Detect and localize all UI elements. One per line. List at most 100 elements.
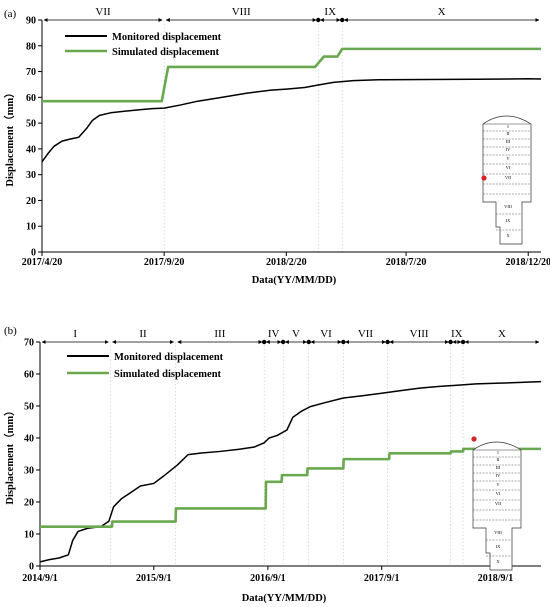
monitoring-point-marker xyxy=(481,175,487,181)
x-tick-label-b: 2017/9/1 xyxy=(364,573,400,584)
legend-label-simulated-b: Simulated displacement xyxy=(114,369,222,380)
stage-annotations-a: VII VIII IX X xyxy=(43,6,540,252)
legend-label-monitored-a: Monitored displacement xyxy=(112,32,222,43)
inset-section-label: V xyxy=(496,482,500,487)
y-tick-label-a: 80 xyxy=(26,41,36,52)
stage-boundary-dot-b xyxy=(306,339,311,345)
y-tick-label-b: 50 xyxy=(24,402,34,413)
axes-b: 0 10 20 30 40 50 60 70 2014/9/1 2015/9/1 2016/9/1 2… xyxy=(22,338,541,584)
x-tick-label-a: 2018/7/20 xyxy=(386,257,427,268)
stage-boundary-dot-b xyxy=(261,339,267,345)
inset-section-label: V xyxy=(506,156,510,161)
inset-section-label: IV xyxy=(506,147,511,152)
stage-boundary-dot-a xyxy=(339,17,345,23)
stage-label-b: X xyxy=(498,328,506,340)
inset-section-label: I xyxy=(497,450,499,455)
inset-section-label: II xyxy=(497,457,500,462)
y-tick-label-a: 60 xyxy=(26,93,36,104)
x-tick-label-b: 2015/9/1 xyxy=(136,573,172,584)
legend-b: Monitored displacement Simulated displac… xyxy=(67,352,224,380)
stage-label-a: VIII xyxy=(232,6,251,18)
series-b xyxy=(39,380,542,563)
inset-section-label: VIII xyxy=(504,204,512,209)
inset-section-label: III xyxy=(496,465,501,470)
y-tick-label-a: 30 xyxy=(26,170,36,181)
inset-section-label: VII xyxy=(495,501,502,506)
y-tick-label-b: 0 xyxy=(29,562,34,573)
stage-label-b: IV xyxy=(268,328,280,340)
panel-label-a: (a) xyxy=(4,8,17,20)
stage-label-b: VIII xyxy=(410,328,429,340)
y-tick-label-b: 30 xyxy=(24,466,34,477)
series-a xyxy=(41,47,542,163)
stage-boundary-dot-b xyxy=(460,339,466,345)
x-tick-label-a: 2017/9/20 xyxy=(144,257,185,268)
x-axis-label-a: Data(YY/MM/DD) xyxy=(252,275,337,286)
stage-boundary-dot-b xyxy=(341,339,346,345)
x-tick-label-b: 2016/9/1 xyxy=(250,573,286,584)
axes-a: 0 10 20 30 40 50 60 70 80 90 2017/4/20 2017/9/20 201… xyxy=(22,16,550,269)
y-axis-label-a: Displacement（mm） xyxy=(3,87,16,186)
stage-label-b: III xyxy=(214,328,225,340)
stage-label-b: VI xyxy=(320,328,332,340)
y-tick-label-a: 0 xyxy=(31,248,36,259)
y-tick-label-b: 70 xyxy=(24,338,34,349)
y-tick-label-a: 70 xyxy=(26,67,36,78)
inset-section-label: II xyxy=(507,131,510,136)
inset-section-label: I xyxy=(507,124,509,129)
stage-label-b: II xyxy=(139,328,147,340)
y-tick-label-a: 50 xyxy=(26,119,36,130)
monitoring-point-marker xyxy=(471,436,477,442)
stage-label-a: X xyxy=(438,6,446,18)
panel-label-b: (b) xyxy=(4,325,17,337)
inset-section-label: VII xyxy=(505,175,512,180)
inset-section-label: VI xyxy=(506,165,511,170)
panel-a: (a) VII VIII IX X 01020304050607080902017/4… xyxy=(3,6,550,286)
stage-boundary-dot-a xyxy=(316,17,321,23)
inset-section-label: IV xyxy=(496,473,501,478)
inset-section-label: IX xyxy=(506,218,511,223)
inset-section-label: IX xyxy=(496,544,501,549)
stage-boundary-dot-b xyxy=(385,339,390,345)
inset-section-label: VI xyxy=(496,491,501,496)
stage-label-a: IX xyxy=(324,6,336,18)
y-tick-label-b: 20 xyxy=(24,498,34,509)
legend-label-monitored-b: Monitored displacement xyxy=(114,352,224,363)
x-axis-label-b: Data(YY/MM/DD) xyxy=(242,593,327,604)
x-tick-label-a: 2018/12/20 xyxy=(505,257,550,268)
inset-section-label: VIII xyxy=(494,530,502,535)
y-tick-label-a: 40 xyxy=(26,144,36,155)
simulated-displacement-line-a xyxy=(42,47,541,103)
inset-section-label: III xyxy=(506,139,511,144)
monitored-displacement-line-a xyxy=(41,78,542,163)
x-tick-label-b: 2014/9/1 xyxy=(22,573,58,584)
stage-boundary-dot-b xyxy=(280,339,286,345)
y-tick-label-b: 10 xyxy=(24,530,34,541)
inset-section-label: X xyxy=(506,233,510,238)
legend-a: Monitored displacement Simulated displac… xyxy=(65,32,222,58)
stage-boundary-dot-b xyxy=(448,339,453,345)
y-tick-label-a: 20 xyxy=(26,196,36,207)
x-tick-label-a: 2018/2/20 xyxy=(266,257,307,268)
y-tick-label-a: 10 xyxy=(26,222,36,233)
legend-label-simulated-a: Simulated displacement xyxy=(112,47,220,58)
y-tick-label-a: 90 xyxy=(26,16,36,27)
y-tick-label-b: 60 xyxy=(24,370,34,381)
y-axis-label-b: Displacement（mm） xyxy=(3,405,16,504)
stage-label-a: VII xyxy=(95,6,111,18)
simulated-displacement-line-b xyxy=(40,447,541,528)
stage-annotations-b: I II III IV V VI VII VIII IX X xyxy=(41,328,540,566)
monitored-displacement-line-b xyxy=(39,380,542,563)
y-tick-label-b: 40 xyxy=(24,434,34,445)
x-tick-label-a: 2017/4/20 xyxy=(22,257,63,268)
inset-section-label: X xyxy=(496,559,500,564)
stage-label-b: IX xyxy=(451,328,463,340)
x-tick-label-b: 2018/9/1 xyxy=(478,573,514,584)
stage-label-b: VII xyxy=(358,328,374,340)
stage-label-b: I xyxy=(73,328,77,340)
panel-b: (b) I II III IV V VI VII VIII IX X 01020304050607… xyxy=(3,325,542,604)
stage-label-b: V xyxy=(292,328,300,340)
